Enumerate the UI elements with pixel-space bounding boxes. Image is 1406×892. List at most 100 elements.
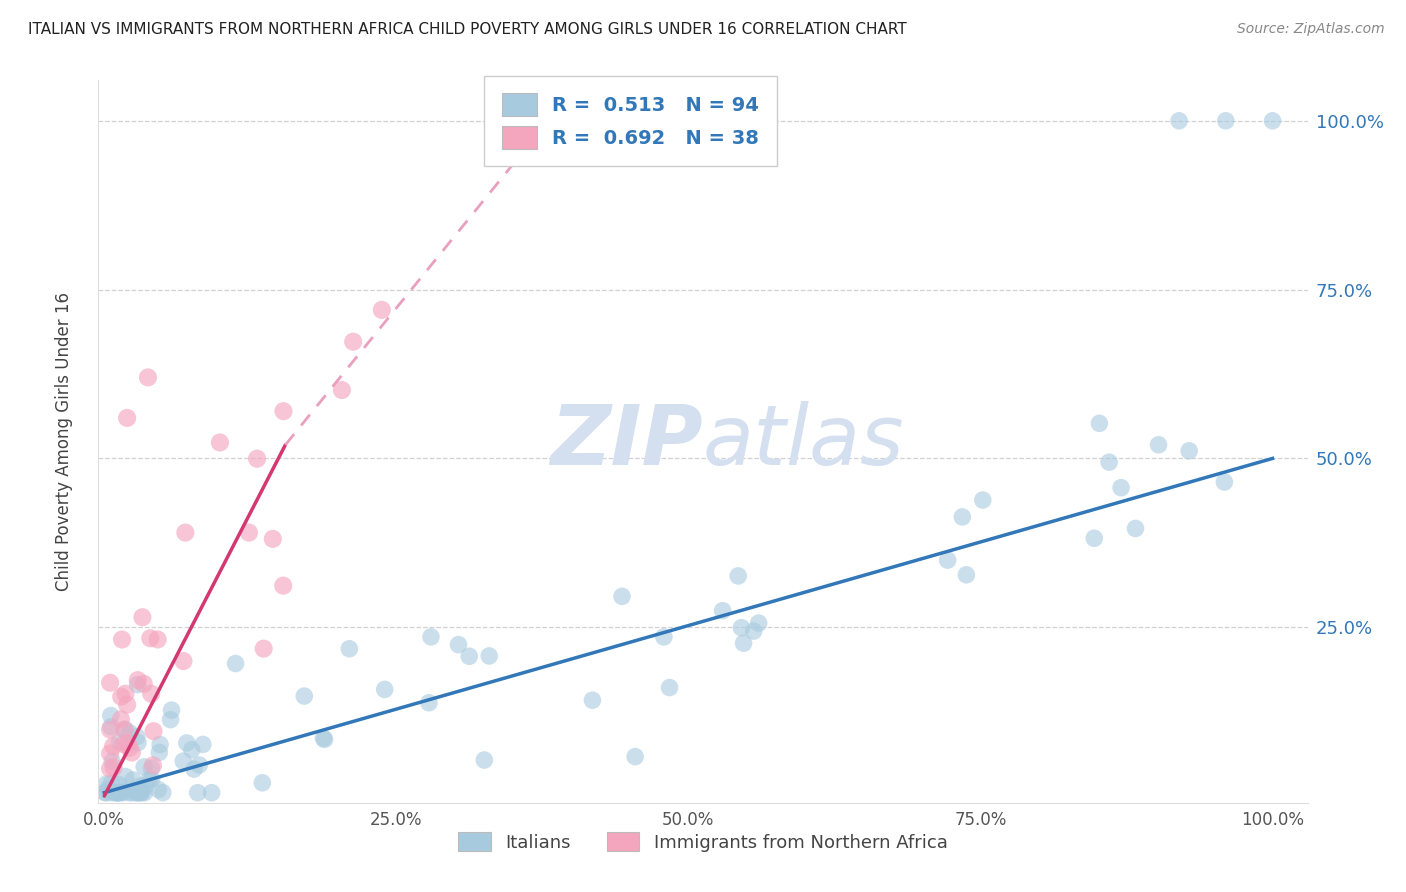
Point: [711, 604, 734, 618]
Point: [148, 782, 170, 797]
Point: [125, 786, 148, 800]
Point: [100, 786, 122, 800]
Point: [105, 786, 128, 800]
Point: [136, 370, 159, 384]
Point: [122, 772, 145, 787]
Point: [107, 786, 129, 800]
Point: [176, 736, 198, 750]
Point: [420, 630, 443, 644]
Point: [478, 648, 501, 663]
Point: [108, 786, 131, 800]
Point: [110, 690, 132, 704]
Point: [128, 786, 150, 800]
Point: [101, 755, 124, 769]
Point: [94, 786, 117, 800]
Point: [105, 786, 128, 800]
Point: [112, 723, 135, 737]
Point: [118, 786, 141, 800]
Point: [1215, 113, 1237, 128]
Point: [581, 693, 603, 707]
Point: [110, 712, 132, 726]
Point: [110, 785, 132, 799]
Point: [1109, 481, 1132, 495]
Point: [246, 451, 269, 466]
Point: [132, 677, 155, 691]
Text: ZIP: ZIP: [550, 401, 703, 482]
Point: [152, 786, 174, 800]
Point: [114, 770, 136, 784]
Point: [727, 569, 749, 583]
Point: [142, 724, 165, 739]
Point: [201, 786, 224, 800]
Point: [118, 740, 141, 755]
Point: [950, 510, 973, 524]
Point: [1168, 113, 1191, 128]
Point: [131, 610, 153, 624]
Point: [139, 632, 162, 646]
Point: [101, 739, 124, 753]
Point: [271, 579, 294, 593]
Point: [98, 747, 121, 761]
Text: Source: ZipAtlas.com: Source: ZipAtlas.com: [1237, 22, 1385, 37]
Point: [98, 675, 121, 690]
Point: [238, 525, 260, 540]
Point: [292, 689, 315, 703]
Point: [418, 696, 440, 710]
Point: [610, 590, 633, 604]
Point: [121, 746, 143, 760]
Point: [624, 749, 647, 764]
Point: [447, 638, 470, 652]
Point: [98, 762, 121, 776]
Y-axis label: Child Poverty Among Girls Under 16: Child Poverty Among Girls Under 16: [55, 292, 73, 591]
Point: [1261, 113, 1284, 128]
Point: [342, 334, 364, 349]
Point: [159, 713, 181, 727]
Point: [131, 786, 153, 800]
Point: [1088, 417, 1111, 431]
Point: [183, 762, 205, 776]
Point: [141, 761, 163, 775]
Point: [146, 632, 169, 647]
Point: [187, 786, 209, 800]
Point: [1125, 521, 1147, 535]
Point: [1147, 438, 1170, 452]
Point: [730, 621, 752, 635]
Point: [314, 732, 336, 747]
Point: [100, 708, 122, 723]
Point: [330, 383, 353, 397]
Point: [337, 641, 360, 656]
Point: [180, 743, 202, 757]
Point: [652, 630, 675, 644]
Point: [188, 758, 211, 772]
Point: [108, 777, 131, 791]
Point: [107, 786, 129, 800]
Point: [115, 411, 138, 425]
Point: [208, 435, 231, 450]
Point: [191, 738, 214, 752]
Text: atlas: atlas: [703, 401, 904, 482]
Point: [472, 753, 495, 767]
Point: [160, 703, 183, 717]
Point: [371, 302, 394, 317]
Point: [142, 758, 165, 772]
Point: [172, 754, 194, 768]
Legend: Italians, Immigrants from Northern Africa: Italians, Immigrants from Northern Afric…: [451, 824, 955, 859]
Point: [374, 682, 396, 697]
Point: [273, 404, 295, 418]
Point: [100, 720, 122, 734]
Point: [733, 636, 755, 650]
Point: [115, 698, 138, 712]
Point: [128, 786, 150, 800]
Point: [96, 786, 118, 800]
Point: [100, 776, 122, 790]
Point: [936, 553, 959, 567]
Point: [1178, 443, 1201, 458]
Point: [458, 649, 481, 664]
Point: [253, 641, 276, 656]
Point: [1213, 475, 1236, 489]
Point: [658, 681, 681, 695]
Point: [262, 532, 284, 546]
Point: [141, 687, 163, 701]
Point: [111, 786, 134, 800]
Point: [98, 723, 121, 737]
